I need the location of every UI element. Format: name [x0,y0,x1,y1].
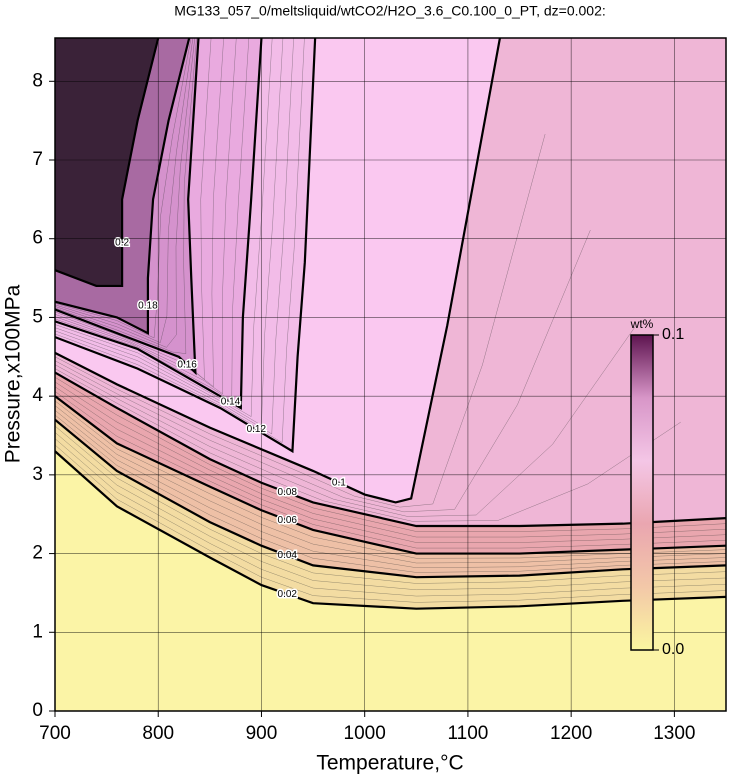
y-axis-label: Pressure,x100MPa [2,284,25,463]
minor-contour [55,414,726,573]
x-tick-label: 1100 [447,723,488,744]
contour-line [55,395,726,555]
minor-contour [55,38,273,417]
y-tick-label: 1 [32,621,43,642]
minor-contour [55,377,726,532]
x-tick-label: 900 [246,723,278,744]
x-tick-label: 700 [39,723,71,744]
minor-contour [55,432,726,590]
overlay: 700 800 900 1000 1100 1200 1300012345678wt%0.0… [32,37,727,744]
contour-fill [55,38,159,286]
minor-contour [55,444,726,603]
minor-contour [55,38,250,402]
minor-contour [55,410,726,568]
minor-contour [55,38,194,343]
contour-label: 0.16 [177,359,197,370]
contour-label: 0.14 [221,397,241,408]
colorbar-title: wt% [630,317,654,331]
y-tick-label: 4 [32,385,43,406]
contour-label: 0.2 [115,237,129,248]
minor-contour [55,425,726,584]
y-tick-label: 5 [32,306,43,327]
contour-line [55,450,726,610]
x-tick-label: 1200 [550,723,592,744]
x-axis-label: Temperature,°C [316,752,463,775]
contour-line [55,38,160,288]
minor-contour [55,438,726,597]
minor-contour [55,400,726,559]
minor-contour [55,381,726,538]
x-tick-label: 1300 [653,723,695,744]
y-tick-label: 8 [32,70,43,91]
y-tick-label: 7 [32,149,43,170]
plot-frame [54,37,727,712]
minor-contour [55,38,305,443]
chart-title: MG133_057_0/meltsliquid/wtCO2/H2O_3.6_C0… [174,3,606,19]
plot-area: 0.02 0.04 0.06 0.08 0.1 0.12 0.14 0.16 0.18 0.2 [55,38,726,711]
minor-contour [55,368,681,522]
minor-contour [55,325,636,517]
y-tick-label: 3 [32,464,43,485]
colorbar [630,334,654,651]
colorbar-tick-label: 0.0 [662,641,684,658]
minor-contour [55,38,237,395]
x-tick-label: 800 [142,723,174,744]
y-tick-label: 0 [32,700,43,721]
colorbar-tick-label: 0.1 [662,326,684,343]
minor-contour [55,38,197,354]
minor-contour [55,133,546,508]
contour-line [55,38,200,376]
minor-contour [55,391,726,549]
contour-line [55,371,726,528]
y-tick-label: 2 [32,543,43,564]
minor-contour [55,229,591,513]
minor-contour [55,386,726,543]
contour-label: 0.02 [278,589,298,600]
minor-contour [55,38,294,435]
minor-contour [55,38,195,348]
minor-contour [55,38,212,381]
contour-label: 0.08 [278,487,298,498]
contour-label: 0.12 [247,424,267,435]
contour-label: 0.1 [332,477,346,488]
y-tick-label: 6 [32,228,43,249]
contour-label: 0.06 [278,515,298,526]
contour-line [55,38,317,454]
minor-contour [55,405,726,564]
minor-contour [55,38,192,339]
contour-label: 0.04 [278,550,298,561]
x-tick-label: 1000 [344,723,386,744]
minor-contour [55,38,224,388]
contour-line [55,38,263,410]
contour-line [55,418,726,579]
contour-label: 0.18 [138,300,158,311]
